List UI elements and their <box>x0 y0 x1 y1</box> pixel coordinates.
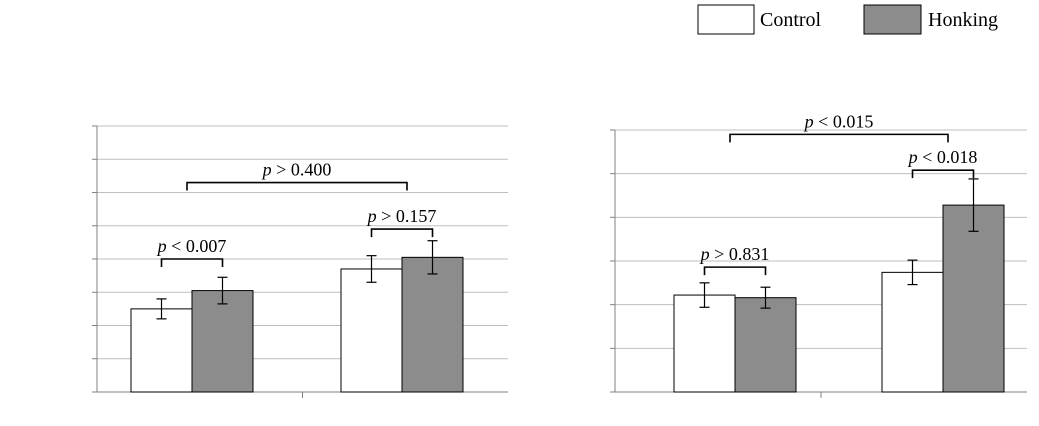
bar-control-0 <box>673 294 736 393</box>
p-value-label: p > 0.831 <box>699 244 770 264</box>
bar-honking-1 <box>942 204 1005 393</box>
significance-bracket <box>370 228 434 238</box>
panel-b: p > 0.831 p < 0.018 p < 0.015 <box>610 111 1027 398</box>
p-value-label: p > 0.157 <box>366 206 437 226</box>
bar-control-1 <box>340 268 403 393</box>
significance-bracket <box>186 181 408 191</box>
significance-bracket <box>160 258 224 267</box>
legend-swatch-control <box>697 4 755 35</box>
p-value-label: p < 0.007 <box>156 236 227 256</box>
significance-bracket <box>703 266 767 276</box>
bar-honking-1 <box>401 256 464 393</box>
bar-control-1 <box>881 271 944 393</box>
p-value-label: p < 0.015 <box>803 111 874 131</box>
significance-bracket <box>729 133 949 143</box>
bar-honking-0 <box>734 297 797 393</box>
p-value-label: p < 0.018 <box>907 147 978 167</box>
panel-a: p < 0.007 p > 0.157 p > 0.400 <box>92 125 508 398</box>
legend: Control Honking <box>697 4 998 35</box>
significance-bracket <box>911 169 975 179</box>
legend-swatch-honking <box>863 4 922 35</box>
legend-label-honking: Honking <box>928 9 998 31</box>
legend-label-control: Control <box>760 9 822 31</box>
p-value-label: p > 0.400 <box>261 160 332 180</box>
bar-honking-0 <box>191 290 254 393</box>
bar-control-0 <box>130 308 193 393</box>
